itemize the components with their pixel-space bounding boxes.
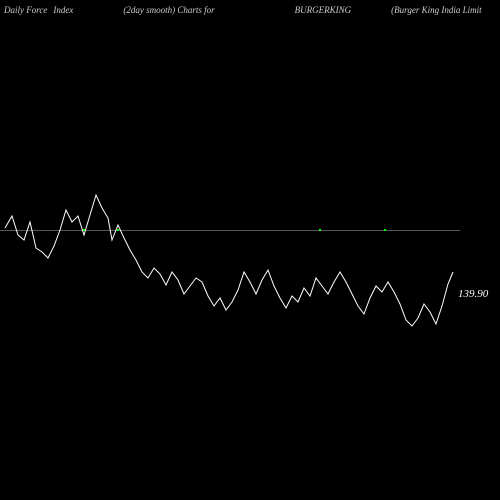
marker-group	[83, 229, 386, 231]
current-value-label: 139.90	[458, 288, 488, 300]
force-index-chart: 139.90	[0, 0, 500, 500]
force-index-line	[5, 195, 453, 326]
chart-svg	[0, 0, 500, 500]
